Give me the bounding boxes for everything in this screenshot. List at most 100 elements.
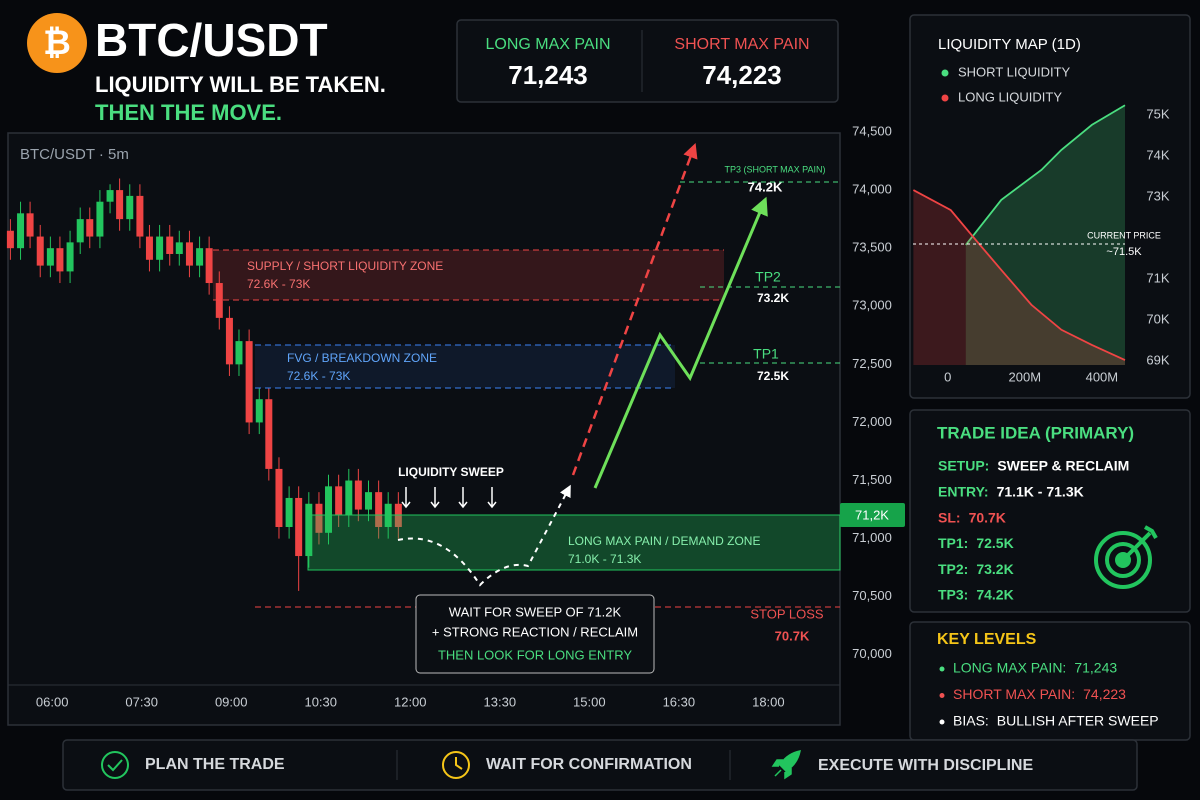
row-label: SETUP: bbox=[938, 458, 989, 474]
tagline: THEN THE MOVE. bbox=[95, 100, 282, 125]
footer-step: EXECUTE WITH DISCIPLINE bbox=[818, 757, 1033, 774]
zone-label: SUPPLY / SHORT LIQUIDITY ZONE bbox=[247, 259, 443, 273]
candle-body bbox=[196, 248, 204, 266]
zone-range: 72.6K - 73K bbox=[247, 277, 310, 291]
y-tick-label: 71,500 bbox=[852, 472, 892, 487]
footer bbox=[62, 739, 1138, 791]
row-label: TP1: bbox=[938, 535, 968, 551]
bullet bbox=[939, 666, 945, 672]
x-tick-label: 12:00 bbox=[394, 694, 427, 709]
sweep-path bbox=[397, 484, 571, 587]
y-tick-label: 73,500 bbox=[852, 240, 892, 255]
fvg-zone bbox=[255, 345, 675, 388]
candle-body bbox=[175, 242, 183, 254]
candle-body bbox=[26, 213, 34, 237]
legend-label: SHORT LIQUIDITY bbox=[958, 64, 1071, 79]
row-label: TP2: bbox=[938, 561, 968, 577]
chart-title: BTC/USDT · 5m bbox=[20, 146, 129, 163]
chart-panel bbox=[7, 132, 841, 726]
tp-value: 74.2K bbox=[748, 179, 783, 194]
candle-body bbox=[345, 480, 353, 516]
zone-label: FVG / BREAKDOWN ZONE bbox=[287, 351, 437, 365]
candle-body bbox=[145, 236, 153, 260]
candle-body bbox=[354, 480, 362, 510]
candle-body bbox=[225, 317, 233, 365]
y-tick-label: 71K bbox=[1146, 270, 1169, 285]
candle-body bbox=[76, 219, 84, 243]
tp-value: 72.5K bbox=[757, 369, 789, 383]
tp-value: 73.2K bbox=[757, 291, 789, 305]
row-value: BULLISH AFTER SWEEP bbox=[997, 713, 1159, 729]
candle-body bbox=[6, 230, 14, 249]
row-value: SWEEP & RECLAIM bbox=[997, 458, 1129, 474]
row-label: BIAS: bbox=[953, 713, 989, 729]
wait-box bbox=[415, 594, 655, 674]
x-tick-label: 16:30 bbox=[663, 694, 696, 709]
candle-body bbox=[315, 503, 323, 533]
tp-label: TP2 bbox=[755, 269, 781, 285]
candle-body bbox=[205, 248, 213, 284]
x-tick-label: 400M bbox=[1086, 369, 1119, 384]
bullet bbox=[939, 693, 945, 698]
row-value: 71.1K - 71.3K bbox=[997, 484, 1084, 500]
max-pain-value: 74,223 bbox=[702, 60, 782, 90]
max-pain-label: LONG MAX PAIN bbox=[485, 36, 610, 53]
footer-step: WAIT FOR CONFIRMATION bbox=[486, 756, 692, 773]
price-tag bbox=[840, 503, 905, 527]
wait-text: WAIT FOR SWEEP OF 71.2K bbox=[449, 604, 622, 619]
row-value: 70.7K bbox=[969, 509, 1006, 525]
x-tick-label: 0 bbox=[944, 369, 951, 384]
candle-body bbox=[96, 201, 104, 237]
x-tick-label: 18:00 bbox=[752, 694, 785, 709]
projection-arrow bbox=[571, 142, 698, 476]
wait-text: + STRONG REACTION / RECLAIM bbox=[432, 624, 638, 639]
candle-body bbox=[106, 190, 114, 202]
candle-body bbox=[116, 190, 124, 220]
row-label: SHORT MAX PAIN: bbox=[953, 686, 1075, 702]
x-tick-label: 09:00 bbox=[215, 694, 248, 709]
tp-label: TP1 bbox=[753, 346, 779, 362]
candle-body bbox=[255, 399, 263, 423]
row-value: 71,243 bbox=[1074, 660, 1117, 676]
bullet bbox=[939, 719, 945, 725]
demand-zone bbox=[307, 514, 841, 571]
legend-dot bbox=[941, 69, 949, 77]
candle-body bbox=[185, 242, 193, 266]
footer-step: PLAN THE TRADE bbox=[145, 756, 285, 773]
row-label: TP3: bbox=[938, 587, 968, 603]
zone-range: 71.0K - 71.3K bbox=[568, 552, 641, 566]
area-line bbox=[912, 189, 1126, 361]
row-value: 72.5K bbox=[976, 535, 1013, 551]
candle-body bbox=[66, 242, 74, 272]
candle-body bbox=[325, 486, 333, 533]
x-tick-label: 06:00 bbox=[36, 694, 69, 709]
candle-body bbox=[126, 195, 134, 220]
y-tick-label: 69K bbox=[1146, 352, 1169, 367]
y-tick-label: 70,500 bbox=[852, 588, 892, 603]
zone-label: LONG MAX PAIN / DEMAND ZONE bbox=[568, 534, 760, 548]
x-tick-label: 07:30 bbox=[125, 694, 158, 709]
current-price-value: ~71.5K bbox=[1106, 246, 1142, 258]
tp-label: TP3 (SHORT MAX PAIN) bbox=[724, 164, 825, 174]
stop-label: STOP LOSS bbox=[750, 606, 824, 621]
stop-value: 70.7K bbox=[775, 628, 810, 643]
rocket-icon bbox=[771, 750, 801, 780]
target-icon bbox=[1094, 525, 1158, 589]
y-tick-label: 75K bbox=[1146, 107, 1169, 122]
logo: ₿ bbox=[43, 24, 71, 62]
y-tick-label: 70K bbox=[1146, 311, 1169, 326]
candle-body bbox=[335, 486, 343, 516]
panel-title: KEY LEVELS bbox=[937, 631, 1037, 648]
candle-body bbox=[275, 468, 283, 527]
x-tick-label: 200M bbox=[1009, 369, 1042, 384]
candle-body bbox=[215, 283, 223, 318]
clock-icon bbox=[442, 751, 470, 779]
candle-body bbox=[156, 236, 164, 260]
candle-body bbox=[56, 248, 64, 272]
liquidity-panel bbox=[909, 14, 1191, 399]
tagline: LIQUIDITY WILL BE TAKEN. bbox=[95, 72, 386, 97]
symbol: BTC/USDT bbox=[95, 14, 328, 66]
candle-body bbox=[86, 219, 94, 237]
area-line bbox=[965, 104, 1126, 246]
